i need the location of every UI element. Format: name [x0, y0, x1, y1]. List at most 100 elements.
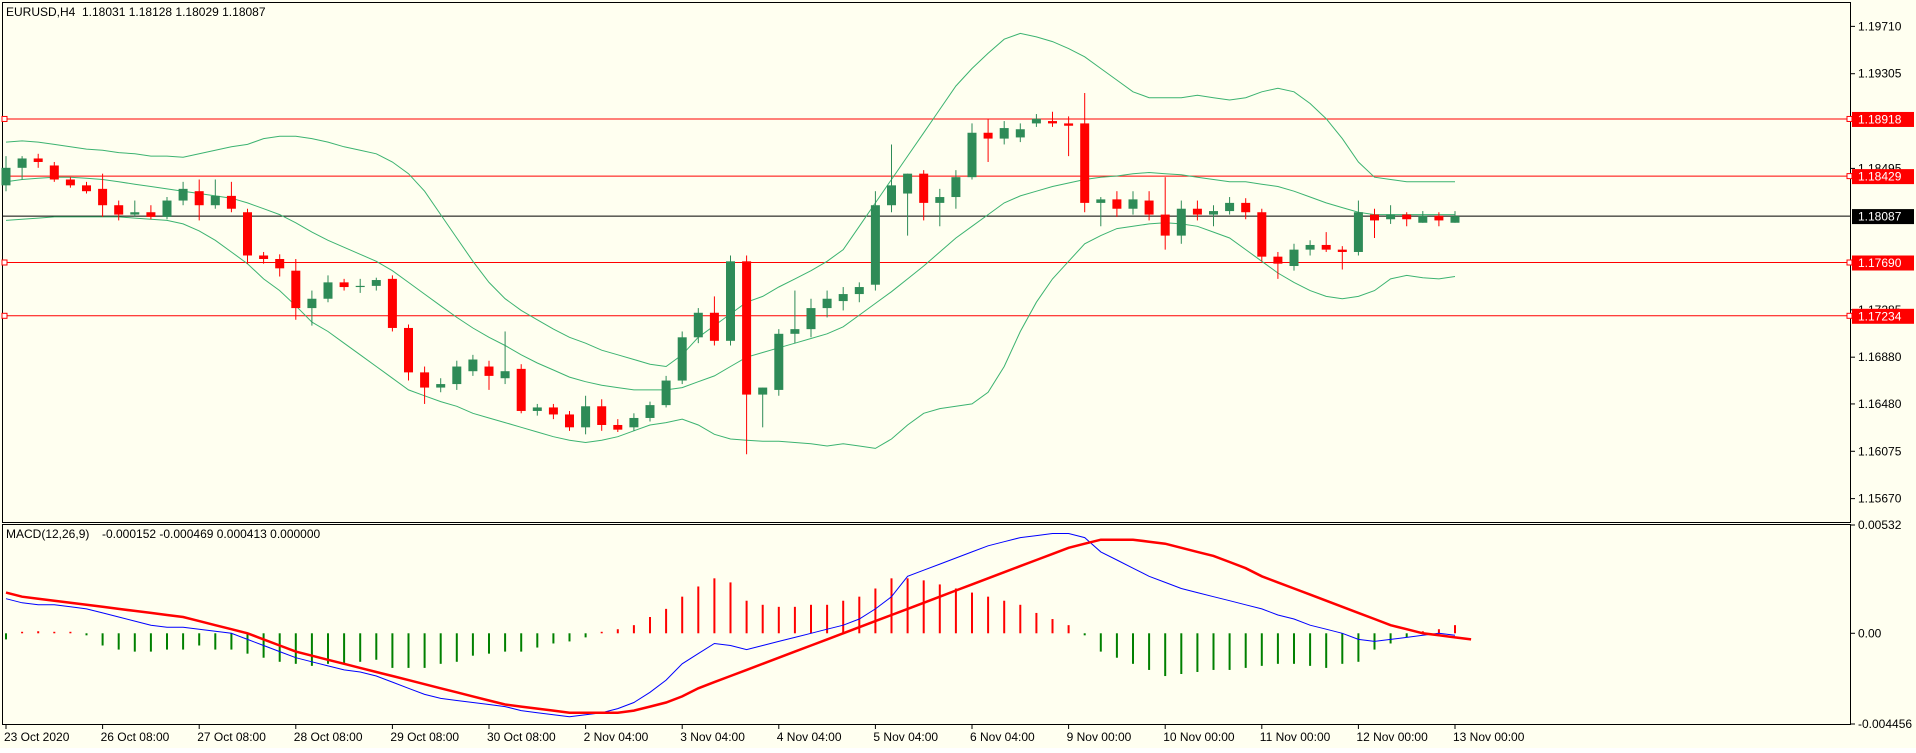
time-axis-label-11: 9 Nov 00:00: [1067, 730, 1132, 744]
candle-body-46: [742, 261, 752, 395]
candle-body-21: [339, 282, 349, 288]
candle-body-86: [1386, 214, 1396, 220]
macd-axis-label-1: 0.00: [1858, 626, 1882, 640]
candle-body-42: [677, 337, 687, 381]
time-axis-label-6: 2 Nov 04:00: [584, 730, 649, 744]
candle-body-56: [903, 173, 913, 194]
candle-body-39: [629, 417, 639, 428]
candle-body-55: [887, 185, 896, 206]
candle-body-40: [645, 405, 655, 418]
candle-body-15: [243, 212, 252, 256]
level-price-box-1: [1852, 169, 1914, 185]
candle-body-83: [1337, 249, 1347, 252]
candle-body-13: [210, 195, 220, 206]
level-price-label-2: 1.17690: [1858, 256, 1902, 270]
candle-body-53: [854, 287, 864, 295]
candle-body-61: [983, 132, 993, 139]
candle-body-54: [870, 205, 880, 285]
candle-body-27: [436, 384, 446, 388]
candle-body-57: [919, 173, 929, 203]
time-axis-label-5: 30 Oct 08:00: [487, 730, 556, 744]
candle-body-38: [613, 424, 623, 430]
price-axis-label-6: 1.16075: [1858, 444, 1902, 458]
candle-body-63: [1015, 129, 1025, 138]
price-axis-label-1: 1.19305: [1858, 67, 1902, 81]
price-axis-label-4: 1.16880: [1858, 350, 1902, 364]
candle-body-76: [1225, 202, 1235, 212]
candle-body-37: [597, 406, 607, 425]
time-axis-label-12: 10 Nov 00:00: [1163, 730, 1235, 744]
chart-header-symbol: EURUSD,H4: [6, 5, 76, 19]
level-price-box-0: [1852, 111, 1914, 127]
candle-body-8: [130, 212, 140, 215]
candle-body-44: [709, 312, 719, 341]
time-axis-label-15: 13 Nov 00:00: [1453, 730, 1525, 744]
candle-body-35: [565, 414, 574, 428]
candle-body-65: [1048, 121, 1057, 124]
candle-body-82: [1321, 244, 1331, 250]
candle-body-30: [484, 366, 494, 376]
candle-body-52: [838, 294, 848, 302]
level-price-box-3: [1852, 308, 1914, 324]
candle-body-24: [387, 278, 397, 328]
candle-body-18: [291, 270, 301, 309]
candle-body-48: [774, 333, 784, 390]
candle-body-69: [1112, 199, 1122, 209]
candle-body-45: [726, 261, 735, 341]
candle-body-20: [323, 282, 333, 299]
candle-body-5: [82, 185, 91, 192]
candle-body-36: [581, 406, 591, 428]
candle-body-62: [999, 128, 1009, 139]
candle-body-64: [1031, 118, 1041, 124]
level-handle-right-2: [1846, 259, 1853, 266]
time-axis-label-3: 28 Oct 08:00: [294, 730, 363, 744]
candle-body-90: [1450, 216, 1460, 223]
level-price-label-3: 1.17234: [1858, 309, 1902, 323]
candle-body-58: [935, 197, 945, 203]
candle-body-72: [1160, 214, 1170, 236]
candle-body-66: [1064, 123, 1074, 126]
macd-panel-frame: [2, 524, 1851, 725]
macd-axis-label-2: -0.004456: [1858, 717, 1912, 731]
candle-body-3: [49, 165, 59, 180]
time-axis-label-1: 26 Oct 08:00: [101, 730, 170, 744]
candle-body-87: [1402, 214, 1412, 220]
candle-body-4: [65, 179, 75, 186]
candle-body-80: [1289, 249, 1299, 267]
candle-body-23: [371, 280, 381, 286]
candle-body-84: [1353, 212, 1363, 252]
candle-body-0: [1, 167, 11, 186]
time-axis-label-2: 27 Oct 08:00: [197, 730, 266, 744]
candle-body-88: [1418, 215, 1428, 223]
candle-body-47: [758, 387, 768, 395]
candle-body-43: [693, 312, 703, 338]
time-axis-label-13: 11 Nov 00:00: [1260, 730, 1331, 744]
time-axis-label-8: 4 Nov 04:00: [777, 730, 842, 744]
time-axis-label-0: 23 Oct 2020: [4, 730, 70, 744]
candle-body-49: [790, 329, 800, 334]
current-price-label: 1.18087: [1858, 210, 1902, 224]
candle-body-1: [17, 158, 27, 168]
candle-body-70: [1128, 199, 1138, 209]
time-axis-label-4: 29 Oct 08:00: [390, 730, 459, 744]
current-price-box: [1852, 209, 1914, 225]
time-axis-label-7: 3 Nov 04:00: [680, 730, 745, 744]
level-handle-right-1: [1846, 173, 1853, 180]
candle-body-14: [226, 195, 236, 209]
candle-body-78: [1257, 212, 1267, 257]
candle-body-22: [355, 285, 365, 288]
candle-body-6: [98, 188, 108, 206]
candle-body-33: [532, 407, 542, 411]
price-axis-label-7: 1.15670: [1858, 492, 1902, 506]
macd-header-label: MACD(12,26,9): [6, 527, 89, 541]
candle-body-12: [194, 191, 204, 206]
chart-header-ohlc: 1.18031 1.18128 1.18029 1.18087: [82, 5, 266, 19]
candle-body-68: [1096, 199, 1106, 203]
time-axis-label-14: 12 Nov 00:00: [1356, 730, 1428, 744]
candle-body-16: [259, 255, 269, 259]
candle-body-81: [1305, 244, 1315, 250]
axes: 1.197101.193051.184951.172851.168801.164…: [4, 19, 1914, 744]
candle-body-28: [452, 366, 462, 385]
